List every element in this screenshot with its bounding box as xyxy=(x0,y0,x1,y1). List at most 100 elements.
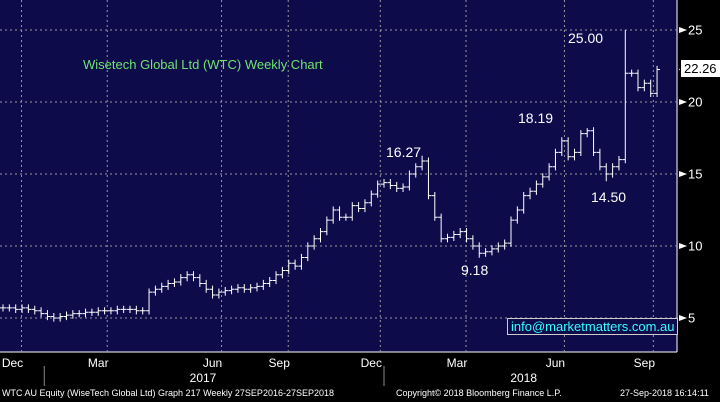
ohlc-bar xyxy=(298,253,305,270)
y-tick-arrow xyxy=(679,99,687,105)
ohlc-bar xyxy=(552,148,559,171)
ohlc-bar xyxy=(31,305,38,315)
ohlc-bar xyxy=(501,239,508,250)
ohlc-bar xyxy=(69,310,76,319)
ohlc-bar xyxy=(158,282,165,293)
annotation-9-18: 9.18 xyxy=(461,262,489,278)
ohlc-bar xyxy=(317,228,324,243)
y-tick-arrow xyxy=(679,243,687,249)
ohlc-bar xyxy=(635,69,641,92)
ohlc-bar xyxy=(412,163,419,178)
annotation-16-27: 16.27 xyxy=(386,144,422,160)
ohlc-bar xyxy=(336,206,343,221)
last-price-label: 22.26 xyxy=(680,59,720,78)
ohlc-bar xyxy=(520,192,527,214)
ohlc-bar xyxy=(107,307,114,315)
ohlc-bar xyxy=(571,148,578,161)
ohlc-bar xyxy=(431,192,438,221)
ohlc-bar xyxy=(120,305,127,313)
y-tick-arrow xyxy=(679,27,687,33)
x-tick-label: Mar xyxy=(446,356,468,370)
annotation-18-19: 18.19 xyxy=(518,110,554,126)
ohlc-bar xyxy=(444,233,451,243)
ohlc-bar xyxy=(209,285,216,299)
ohlc-bar xyxy=(406,170,413,191)
ohlc-bar xyxy=(387,179,394,190)
ohlc-bar xyxy=(603,163,610,182)
footer-timestamp: 27-Sep-2018 16:14:11 xyxy=(620,388,709,398)
ohlc-bar xyxy=(609,163,616,178)
ohlc-bar xyxy=(476,242,483,258)
email-link[interactable]: info@marketmatters.com.au xyxy=(507,318,679,335)
ohlc-bar xyxy=(6,304,13,312)
ohlc-bar xyxy=(546,163,553,181)
ohlc-bar xyxy=(19,304,26,313)
ohlc-bar xyxy=(641,79,648,92)
ohlc-bar xyxy=(95,307,102,316)
ohlc-bar xyxy=(12,304,19,313)
ohlc-bar xyxy=(82,308,89,318)
ohlc-bar xyxy=(565,137,572,161)
ohlc-bar xyxy=(292,259,299,270)
ohlc-bar xyxy=(647,79,654,97)
ohlc-bar xyxy=(279,266,286,279)
ohlc-bar xyxy=(323,216,330,236)
y-tick-arrow xyxy=(679,315,687,321)
ohlc-bar xyxy=(215,288,222,299)
ohlc-bar xyxy=(152,285,159,296)
ohlc-bar xyxy=(203,279,210,293)
ohlc-bar xyxy=(133,305,140,315)
ohlc-bar xyxy=(596,148,603,171)
ohlc-bar xyxy=(50,312,57,322)
ohlc-bar xyxy=(628,69,635,77)
ohlc-bar xyxy=(241,284,248,293)
y-tick-label: 25 xyxy=(688,22,703,38)
ohlc-bar xyxy=(469,235,476,250)
ohlc-bar xyxy=(349,202,356,221)
ohlc-bar xyxy=(0,304,6,312)
chart-title: Wisetech Global Ltd (WTC) Weekly Chart xyxy=(83,57,323,72)
ohlc-bar xyxy=(368,190,375,207)
ohlc-bar xyxy=(450,230,457,241)
plot-area xyxy=(0,0,677,352)
x-tick-label: Sep xyxy=(268,356,290,370)
ohlc-bar xyxy=(254,282,260,292)
ohlc-bar xyxy=(260,279,267,290)
ohlc-bar xyxy=(482,248,489,257)
ohlc-bar xyxy=(273,271,280,285)
footer-copyright: Copyright© 2018 Bloomberg Finance L.P. xyxy=(396,388,562,398)
year-label: 2017 xyxy=(189,371,217,385)
ohlc-bar xyxy=(114,305,121,315)
ohlc-bar xyxy=(425,157,432,200)
y-tick-label: 10 xyxy=(688,238,703,254)
ohlc-bar xyxy=(558,137,565,156)
x-tick-label: Dec xyxy=(1,356,24,370)
ohlc-bar xyxy=(438,213,445,243)
ohlc-bar xyxy=(228,285,235,295)
ohlc-bar xyxy=(419,155,426,171)
ohlc-bar xyxy=(533,180,540,195)
ohlc-bar xyxy=(488,245,495,256)
ohlc-bar xyxy=(88,308,95,316)
ohlc-bar xyxy=(584,128,591,138)
ohlc-bar xyxy=(57,312,64,322)
ohlc-bar xyxy=(146,288,153,315)
x-tick-label: Jun xyxy=(202,356,223,370)
ohlc-bar xyxy=(622,30,629,164)
ohlc-bar xyxy=(654,65,661,97)
ohlc-bar xyxy=(63,311,70,321)
ohlc-bar xyxy=(247,284,254,293)
footer-security: WTC AU Equity (WiseTech Global Ltd) Grap… xyxy=(2,388,334,398)
ohlc-bar xyxy=(508,216,514,247)
year-label: 2018 xyxy=(510,371,538,385)
ohlc-bar xyxy=(400,183,407,192)
ohlc-bar xyxy=(171,278,178,288)
x-tick-label: Jun xyxy=(545,356,566,370)
x-tick-label: Sep xyxy=(633,356,656,370)
y-tick-label: 20 xyxy=(688,94,703,110)
ohlc-bar xyxy=(342,213,349,221)
ohlc-bar xyxy=(355,202,362,213)
ohlc-bar xyxy=(393,181,400,192)
